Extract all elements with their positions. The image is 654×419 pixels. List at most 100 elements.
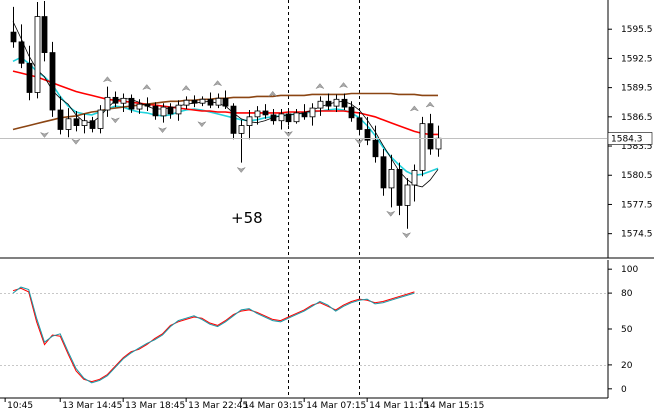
pips-annotation: +58 [231,209,263,227]
candle-body [73,118,80,126]
price-tick-label: 1595.5 [621,25,653,35]
candle-body [199,98,206,104]
price-panel[interactable]: 1595.5 1592.5 1589.5 1586.5 1583.5 1580.5 1577… [0,0,654,259]
fractal-up-arrow [425,101,435,108]
time-tick-label: 10:45 [7,401,33,411]
candle-body [207,98,214,106]
candle-body [152,105,159,117]
candle [254,106,261,125]
candle [317,96,324,116]
candle [309,103,316,126]
candle [199,96,206,107]
fractal-up-arrow [409,105,420,112]
candle-body [57,109,64,130]
fractal-up-arrow [338,82,349,89]
price-tick-label: 1574.5 [621,230,653,240]
candle [270,109,277,125]
candles [10,0,442,229]
fractal-arrows [39,76,435,239]
oscillator-line-0 [12,287,415,383]
candle-body [104,96,111,111]
candle [10,6,17,48]
fractal-up-arrow [181,85,191,92]
candle [238,119,245,163]
candle-body [246,116,253,126]
candle [73,110,80,132]
candle [49,41,56,117]
fractal-down-arrow [110,117,121,124]
candle-body [65,118,72,130]
oscillator-tick-label: 20 [621,361,633,371]
fractal-down-arrow [354,138,365,145]
candle [152,102,159,120]
time-tick-label: 14 Mar 07:15 [306,401,366,411]
candle [167,103,174,119]
oscillator-tick-label: 100 [621,265,638,275]
candle [34,1,41,99]
candle-body [435,137,442,150]
candle [388,154,395,208]
candle [175,100,182,121]
candle-body [356,117,363,130]
candle-body [419,123,426,171]
candle [81,113,88,134]
candle-body [18,41,25,64]
candle-body [10,31,17,43]
fractal-down-arrow [197,121,207,128]
candle [380,148,387,196]
candle-body [372,139,379,158]
candle [144,97,151,111]
candle-body [144,103,151,107]
candle-body [128,97,135,110]
candle-body [427,123,434,150]
candle-body [230,105,237,134]
oscillator-tick-label: 0 [621,385,627,395]
time-tick-label: 13 Mar 22:45 [188,401,248,411]
candle-body [120,97,127,104]
candle-body [333,98,340,107]
candle-body [222,97,229,107]
candle-body [388,169,395,189]
candle-body [317,100,324,109]
time-axis: 10:45 13 Mar 14:45 13 Mar 18:45 13 Mar 22:4… [0,397,608,411]
candle [183,96,190,110]
time-tick-label: 14 Mar 03:15 [243,401,303,411]
fractal-up-arrow [315,83,325,90]
candle-body [301,112,308,118]
candle [65,108,72,138]
candle [222,90,229,110]
candle [372,125,379,163]
candle-body [364,129,371,141]
candle-body [191,99,198,104]
price-tick-label: 1589.5 [621,84,653,94]
candle-body [293,112,300,123]
oscillator-tick-label: 50 [621,325,633,335]
time-tick-label: 14 Mar 11:15 [369,401,429,411]
oscillator-tick-label: 80 [621,289,633,299]
candle-body [325,100,332,107]
candle [207,92,214,109]
candle [278,109,285,130]
candle-body [183,99,190,106]
ma-line-1 [12,70,438,136]
candle [301,104,308,120]
oscillator-levels [0,293,608,366]
candle-body [215,97,222,106]
candle [364,116,371,146]
candle [427,113,434,155]
fractal-down-arrow [283,130,294,137]
candle [57,96,64,135]
candle-body [285,113,292,123]
price-tick-label: 1592.5 [621,54,653,64]
candle [246,110,253,140]
candle-body [348,106,355,119]
candle [411,164,418,202]
candle [41,0,48,62]
oscillator-panel[interactable]: 100 80 50 20 0 [0,260,638,398]
candle [97,105,104,134]
candle-body [380,156,387,189]
candle [293,109,300,124]
candle [136,99,143,114]
candle [285,108,292,126]
